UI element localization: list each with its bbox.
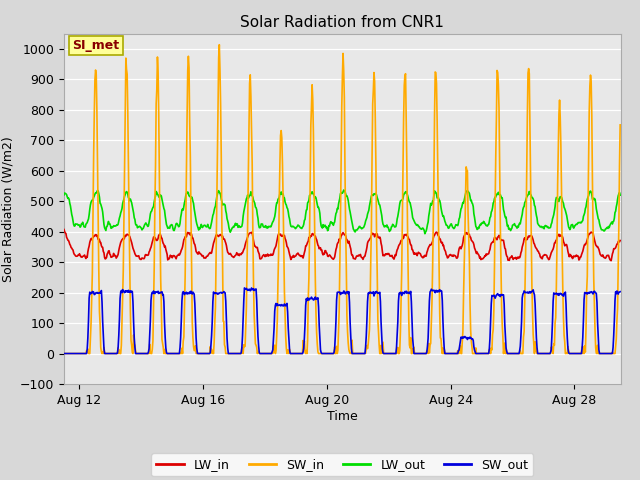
SW_out [376,289,383,295]
SW_in [510,351,518,357]
LW_in [292,252,300,258]
SW_out [80,351,88,357]
LW_in [616,238,624,243]
LW_out [511,221,518,227]
LW_out [421,231,429,237]
LW_in [262,253,270,259]
LW_out [292,225,300,231]
SW_out [191,300,198,306]
Text: SI_met: SI_met [72,39,120,52]
LW_in [80,252,88,258]
SW_in [60,351,68,357]
SW_in [293,351,301,357]
LW_out [191,210,198,216]
LW_out [60,192,68,198]
LW_in [191,241,198,247]
LW_in [509,256,517,262]
Line: SW_in: SW_in [64,45,620,354]
SW_out [263,351,271,357]
LW_in [607,258,615,264]
SW_in [263,351,271,357]
X-axis label: Time: Time [327,409,358,422]
SW_out [616,289,624,295]
LW_out [340,187,348,193]
LW_out [262,225,270,231]
LW_out [616,192,624,198]
SW_out [241,285,248,291]
Line: LW_out: LW_out [64,190,620,234]
Line: SW_out: SW_out [64,288,620,354]
Legend: LW_in, SW_in, LW_out, SW_out: LW_in, SW_in, LW_out, SW_out [152,453,533,476]
LW_out [376,202,383,208]
SW_out [293,351,301,357]
SW_in [191,348,198,354]
LW_in [60,227,68,232]
SW_out [60,351,68,357]
LW_in [375,235,383,241]
LW_out [80,224,88,229]
SW_in [80,351,88,357]
SW_in [376,351,383,357]
Line: LW_in: LW_in [64,229,620,261]
Title: Solar Radiation from CNR1: Solar Radiation from CNR1 [241,15,444,30]
SW_in [616,122,624,128]
SW_in [216,42,223,48]
Y-axis label: Solar Radiation (W/m2): Solar Radiation (W/m2) [1,136,14,282]
SW_out [510,351,518,357]
